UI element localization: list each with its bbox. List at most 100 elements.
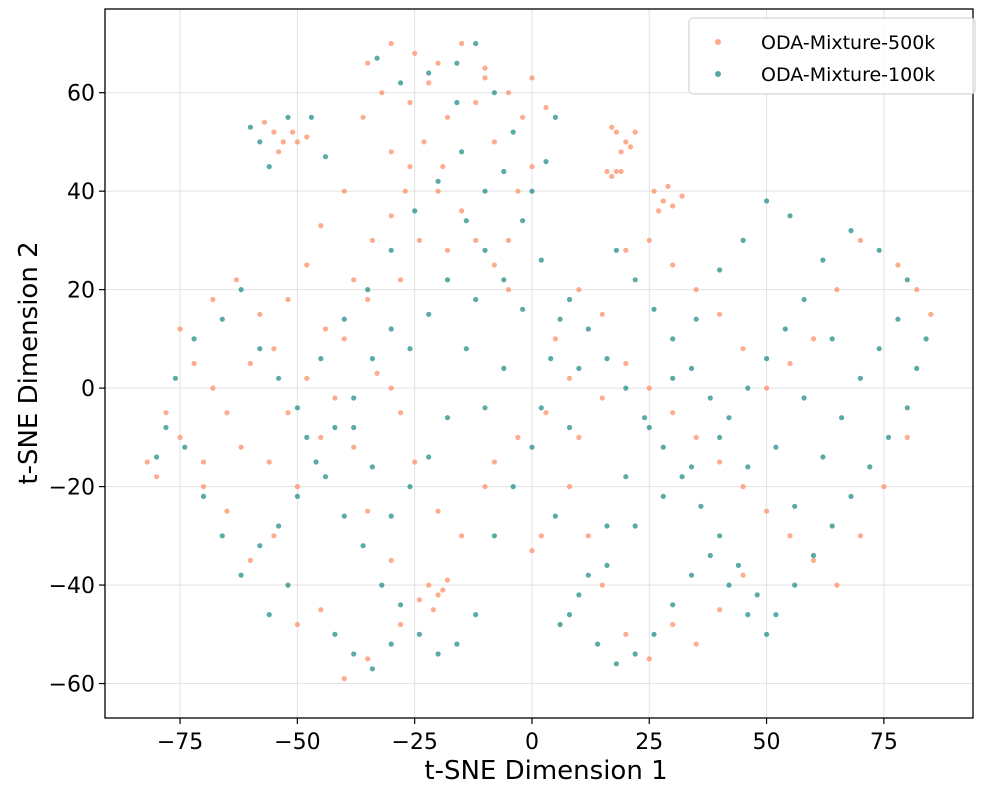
scatter-point (266, 164, 272, 170)
scatter-point (257, 311, 263, 317)
scatter-point (304, 375, 310, 381)
y-axis-title: t-SNE Dimension 2 (14, 241, 44, 484)
x-tick-label: 50 (753, 730, 781, 755)
scatter-point (632, 523, 638, 529)
scatter-point (613, 129, 620, 135)
scatter-point (163, 410, 169, 416)
scatter-point (318, 607, 324, 613)
scatter-point (191, 336, 197, 342)
scatter-point (285, 296, 291, 303)
scatter-point (224, 508, 230, 514)
scatter-point (585, 533, 591, 539)
scatter-point (388, 149, 394, 155)
scatter-point (426, 80, 432, 86)
scatter-point (444, 277, 451, 283)
scatter-point (618, 168, 624, 175)
scatter-point (548, 356, 554, 362)
scatter-point (266, 459, 272, 465)
scatter-point (313, 459, 319, 465)
scatter-point (172, 375, 178, 381)
y-tick-label: −40 (49, 574, 95, 599)
scatter-point (520, 114, 526, 120)
y-tick-label: 20 (67, 279, 95, 304)
scatter-point (623, 360, 629, 367)
scatter-point (191, 360, 197, 367)
scatter-point (576, 287, 582, 293)
scatter-point (609, 173, 615, 179)
scatter-point (848, 493, 854, 499)
scatter-point (219, 533, 225, 539)
scatter-point (426, 311, 432, 317)
scatter-point (552, 336, 559, 342)
scatter-point (726, 415, 732, 421)
scatter-point (810, 552, 817, 559)
scatter-point (820, 454, 826, 460)
scatter-point (351, 277, 357, 283)
scatter-point (810, 557, 817, 564)
scatter-point (839, 415, 845, 421)
scatter-point (529, 75, 535, 81)
scatter-point (308, 114, 314, 120)
scatter-point (895, 316, 901, 322)
scatter-point (740, 484, 746, 490)
scatter-point (876, 247, 882, 253)
scatter-point (247, 557, 253, 564)
scatter-point (717, 607, 723, 613)
scatter-point (623, 139, 629, 145)
scatter-point (735, 562, 742, 569)
scatter-point (454, 99, 460, 106)
scatter-point (257, 139, 263, 145)
scatter-point (585, 572, 591, 578)
scatter-point (341, 316, 347, 322)
scatter-point (745, 385, 751, 391)
scatter-point (341, 336, 347, 342)
scatter-point (515, 188, 521, 194)
scatter-point (285, 582, 291, 588)
y-tick-label: −20 (49, 476, 95, 501)
x-tick-label: 0 (525, 730, 539, 755)
scatter-point (388, 557, 394, 564)
scatter-point (341, 188, 347, 194)
scatter-point (599, 582, 605, 588)
scatter-point (764, 631, 770, 637)
scatter-point (421, 139, 427, 145)
scatter-point (914, 365, 920, 371)
scatter-point (247, 124, 253, 130)
scatter-point (529, 444, 535, 450)
scatter-point (294, 621, 300, 628)
scatter-point (646, 237, 652, 243)
scatter-point (787, 213, 793, 219)
scatter-point (538, 405, 544, 411)
scatter-point (491, 139, 497, 145)
scatter-point (623, 474, 629, 480)
scatter-point (505, 287, 512, 293)
scatter-point (904, 405, 910, 411)
scatter-point (482, 484, 488, 490)
scatter-point (627, 144, 634, 150)
scatter-point (365, 656, 371, 662)
scatter-point (322, 474, 329, 480)
scatter-point (829, 336, 835, 342)
legend: ODA-Mixture-500k ODA-Mixture-100k (688, 17, 976, 95)
scatter-point (745, 612, 751, 618)
scatter-point (670, 621, 676, 628)
scatter-point (398, 410, 404, 416)
scatter-point (566, 612, 573, 618)
scatter-point (787, 533, 793, 539)
scatter-point (604, 356, 610, 362)
scatter-point (388, 326, 394, 332)
scatter-point (360, 114, 366, 120)
scatter-point (764, 198, 770, 204)
x-tick-label: −75 (157, 730, 203, 755)
scatter-point (163, 424, 169, 431)
scatter-point (726, 582, 732, 588)
scatter-point (374, 370, 380, 376)
scatter-point (764, 508, 770, 514)
scatter-point (618, 149, 624, 155)
scatter-point (914, 287, 920, 293)
scatter-point (867, 464, 873, 470)
scatter-point (435, 188, 441, 194)
scatter-point (613, 661, 620, 667)
